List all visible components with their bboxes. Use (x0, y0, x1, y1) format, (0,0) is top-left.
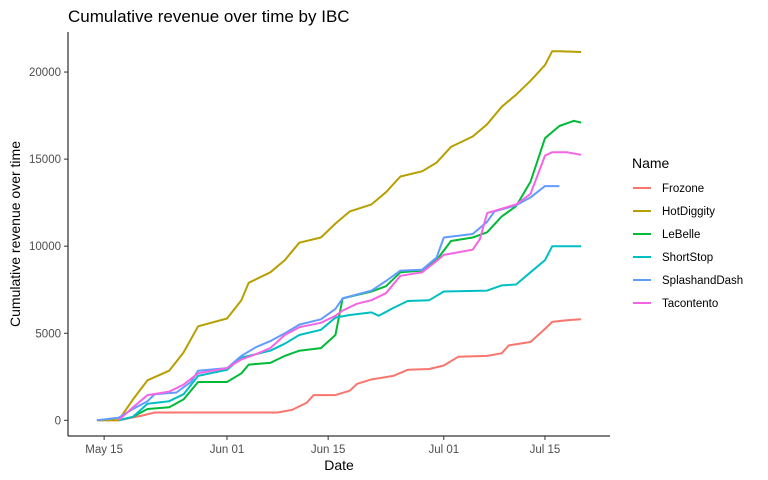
legend-title: Name (632, 155, 670, 171)
legend-label: SplashandDash (662, 275, 743, 287)
x-axis-title: Date (324, 457, 354, 473)
x-tick-label: Jul 15 (530, 444, 561, 456)
legend-item: SplashandDash (633, 275, 743, 287)
x-tick-label: Jun 01 (210, 444, 245, 456)
legend-item: Frozone (633, 183, 704, 195)
y-tick-label: 15000 (29, 154, 61, 166)
legend-item: LeBelle (633, 229, 700, 241)
series-line (96, 50, 582, 422)
legend-label: Frozone (662, 183, 704, 195)
legend: Name Frozone HotDiggity LeBelle ShortStop Sp… (632, 155, 743, 310)
x-tick-label: May 15 (85, 444, 123, 456)
series-line (118, 119, 582, 422)
legend-item: Tacontento (633, 298, 718, 310)
x-axis-ticks: May 15 Jun 01 Jun 15 Jul 01 Jul 15 (85, 436, 560, 456)
y-tick-label: 20000 (29, 67, 61, 79)
y-tick-label: 5000 (35, 328, 61, 340)
series-line (118, 245, 582, 422)
x-tick-label: Jun 15 (311, 444, 346, 456)
legend-item: HotDiggity (633, 206, 715, 218)
series-line (117, 151, 582, 422)
series-line (96, 185, 560, 422)
series-line (96, 318, 582, 422)
plot-lines (96, 50, 582, 422)
legend-label: LeBelle (662, 229, 700, 241)
chart-title: Cumulative revenue over time by IBC (68, 7, 350, 26)
legend-label: HotDiggity (662, 206, 715, 218)
y-tick-label: 0 (55, 415, 61, 427)
legend-item: ShortStop (633, 252, 713, 264)
y-axis-ticks: 0 5000 10000 15000 20000 (29, 67, 68, 427)
legend-label: ShortStop (662, 252, 713, 264)
x-tick-label: Jul 01 (428, 444, 459, 456)
legend-label: Tacontento (662, 298, 718, 310)
y-axis-title: Cumulative revenue over time (7, 141, 23, 327)
y-tick-label: 10000 (29, 241, 61, 253)
